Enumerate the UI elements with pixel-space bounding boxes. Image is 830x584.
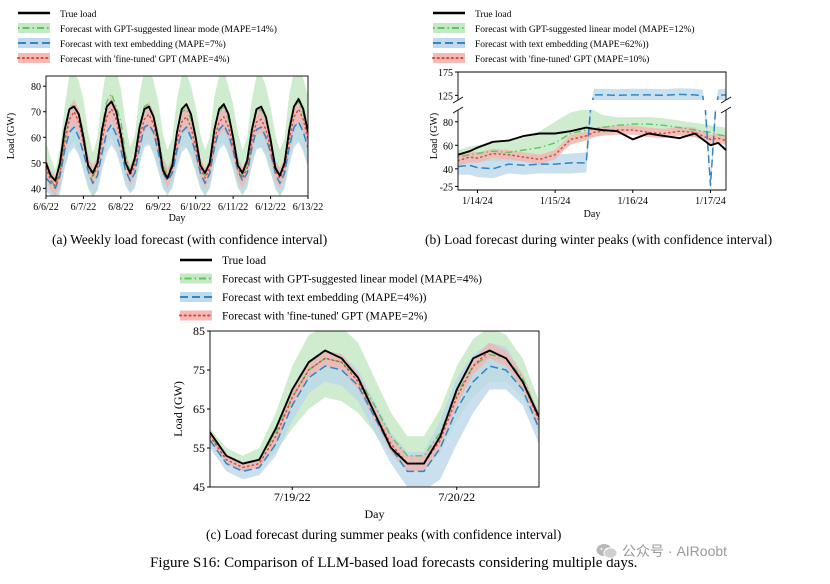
chart-a-xtick-label: 6/6/22 [33, 202, 59, 213]
chart-b-ytick-label: 125 [438, 91, 453, 102]
figure-caption: Figure S16: Comparison of LLM-based load… [150, 555, 638, 571]
watermark-text: 公众号 · AIRoobt [622, 543, 728, 559]
chart-b-line-true [458, 126, 726, 156]
chart-c-plot-area [210, 331, 539, 487]
chart-c-legend-label-gpt: Forecast with 'fine-tuned' GPT (MAPE=2%) [222, 311, 427, 323]
chart-c-ytick-label: 55 [193, 441, 205, 455]
chart-b-xtick-label: 1/17/24 [695, 196, 726, 207]
chart-b-xlabel: Day [584, 209, 601, 220]
chart-c-line-true [210, 349, 539, 465]
chart-b-line-embed [592, 93, 726, 100]
chart-b-ytick-label: 175 [438, 68, 453, 79]
chart-a-xtick-label: 6/10/22 [180, 202, 211, 213]
chart-c-xlabel: Day [365, 507, 385, 521]
chart-a-xlabel: Day [169, 213, 186, 224]
chart-a-weekly-load: True load Forecast with GPT-suggested lin… [6, 10, 324, 224]
chart-b-legend-label-gpt: Forecast with 'fine-tuned' GPT (MAPE=10%… [475, 54, 649, 65]
chart-c-legend-label-embed: Forecast with text embedding (MAPE=4%)) [222, 292, 427, 304]
chart-c-summer-peaks: True load Forecast with GPT-suggested lin… [171, 255, 540, 521]
chart-c-xtick-label: 7/20/22 [438, 490, 475, 504]
chart-b-ytick-label: 60 [443, 141, 453, 152]
chart-b-band-embed [458, 110, 717, 190]
chart-b-axis-break [452, 96, 464, 104]
chart-c-ytick-label: 45 [193, 480, 205, 494]
chart-b-ylabel: Load (GW) [429, 113, 440, 159]
chart-b-legend-label-embed: Forecast with text embedding (MAPE=62%)) [475, 39, 649, 50]
chart-a-xtick-label: 6/11/22 [218, 202, 248, 213]
chart-b-xtick-label: 1/14/24 [462, 196, 493, 207]
chart-a-ytick-label: 80 [31, 82, 41, 93]
chart-b-line-embed [458, 110, 717, 187]
chart-a-legend-label-gpt: Forecast with 'fine-tuned' GPT (MAPE=4%) [60, 54, 230, 65]
chart-c-legend-label-linear: Forecast with GPT-suggested linear model… [222, 274, 482, 286]
caption-c: (c) Load forecast during summer peaks (w… [206, 527, 562, 542]
chart-a-line-true [46, 98, 308, 182]
chart-b-axis-break [720, 106, 732, 114]
chart-a-plot-area [46, 76, 308, 196]
chart-a-ytick-label: 40 [31, 184, 41, 195]
caption-a: (a) Weekly load forecast (with confidenc… [52, 232, 328, 247]
chart-a-xtick-label: 6/9/22 [146, 202, 172, 213]
wechat-icon [596, 544, 618, 559]
chart-c-line-embed [210, 365, 539, 473]
chart-b-legend-label-true: True load [475, 10, 512, 20]
watermark: 公众号 · AIRoobt [596, 541, 727, 561]
chart-c-legend-label-true: True load [222, 255, 266, 267]
chart-c-line-linear [210, 353, 539, 465]
chart-c-band-gpt [210, 342, 539, 472]
chart-c-xtick-label: 7/19/22 [274, 490, 311, 504]
chart-a-line-embed [46, 121, 308, 190]
chart-a-xtick-label: 6/8/22 [108, 202, 134, 213]
chart-b-ytick-label: 80 [443, 118, 453, 129]
caption-b: (b) Load forecast during winter peaks (w… [425, 232, 773, 247]
chart-a-xtick-label: 6/7/22 [71, 202, 97, 213]
chart-a-xtick-label: 6/12/22 [255, 202, 286, 213]
chart-b-legend-label-linear: Forecast with GPT-suggested linear model… [475, 24, 695, 35]
chart-b-winter-peaks: True load Forecast with GPT-suggested lin… [429, 10, 732, 220]
chart-b-band-embed [591, 88, 726, 100]
chart-b-ytick-label: 40 [443, 165, 453, 176]
chart-c-ylabel: Load (GW) [171, 381, 185, 437]
chart-b-line-gpt [458, 129, 726, 162]
chart-a-legend-label-embed: Forecast with text embedding (MAPE=7%) [60, 39, 226, 50]
chart-a-legend-label-linear: Forecast with GPT-suggested linear mode … [60, 24, 277, 35]
chart-b-frame-lower [457, 110, 727, 191]
chart-a-ytick-label: 60 [31, 133, 41, 144]
chart-b-axis-break [452, 106, 464, 114]
chart-b-ytick-label: -25 [440, 182, 453, 193]
chart-a-ylabel: Load (GW) [6, 113, 17, 159]
chart-c-ytick-label: 85 [193, 324, 205, 338]
chart-b-plot-lower [458, 110, 726, 190]
chart-a-ytick-label: 50 [31, 159, 41, 170]
chart-c-ytick-label: 65 [193, 402, 205, 416]
chart-b-xtick-label: 1/16/24 [618, 196, 649, 207]
chart-b-xtick-label: 1/15/24 [540, 196, 571, 207]
chart-a-frame [45, 75, 309, 197]
chart-b-axis-break [720, 96, 732, 104]
chart-b-plot-upper [591, 88, 726, 100]
chart-a-legend-label-true: True load [60, 10, 97, 20]
chart-a-xtick-label: 6/13/22 [293, 202, 324, 213]
chart-a-ytick-label: 70 [31, 108, 41, 119]
chart-c-ytick-label: 75 [193, 363, 205, 377]
chart-b-frame-upper [457, 71, 727, 100]
